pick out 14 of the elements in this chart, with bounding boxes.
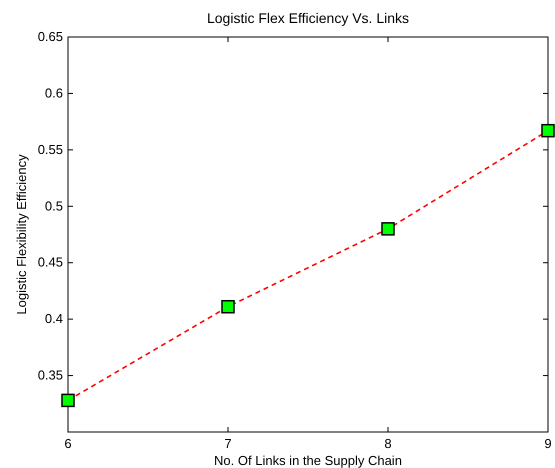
x-tick-label: 9: [544, 436, 552, 451]
x-axis-title: No. Of Links in the Supply Chain: [214, 453, 402, 468]
y-tick-label: 0.65: [38, 29, 63, 44]
x-tick-label: 7: [224, 436, 232, 451]
x-tick-label: 8: [384, 436, 392, 451]
y-tick-label: 0.45: [38, 254, 63, 270]
chart-title: Logistic Flex Efficiency Vs. Links: [206, 10, 410, 26]
y-tick-label: 0.55: [38, 142, 63, 157]
y-axis-title: Logistic Flexibility Efficiency: [14, 154, 29, 315]
y-tick-label: 0.35: [38, 368, 63, 383]
x-tick-label: 6: [64, 436, 72, 451]
y-tick-label: 0.4: [44, 311, 63, 326]
y-tick-label: 0.6: [44, 85, 63, 100]
y-tick-label: 0.5: [44, 198, 63, 214]
